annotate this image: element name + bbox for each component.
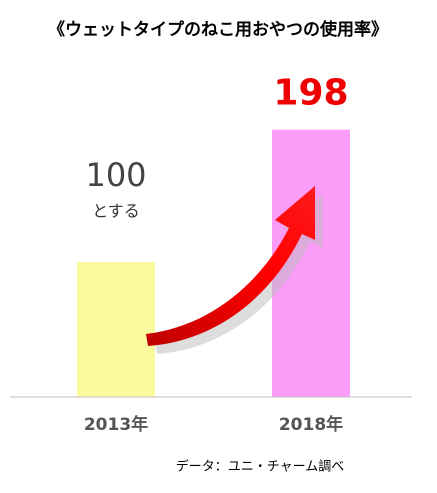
arrow bbox=[146, 186, 315, 346]
value-label: 100 bbox=[85, 156, 146, 194]
plot-area bbox=[77, 129, 350, 397]
value-label: 198 bbox=[273, 73, 348, 114]
bar bbox=[77, 262, 155, 397]
x-tick-label: 2018年 bbox=[279, 414, 343, 435]
annotation: とする bbox=[92, 202, 140, 221]
x-tick-label: 2013年 bbox=[84, 414, 148, 435]
trend-arrow bbox=[146, 186, 323, 354]
chart-title: 《ウェットタイプのねこ用おやつの使用率》 bbox=[48, 19, 388, 40]
source-note: データ：ユニ・チャーム調べ bbox=[176, 459, 344, 475]
